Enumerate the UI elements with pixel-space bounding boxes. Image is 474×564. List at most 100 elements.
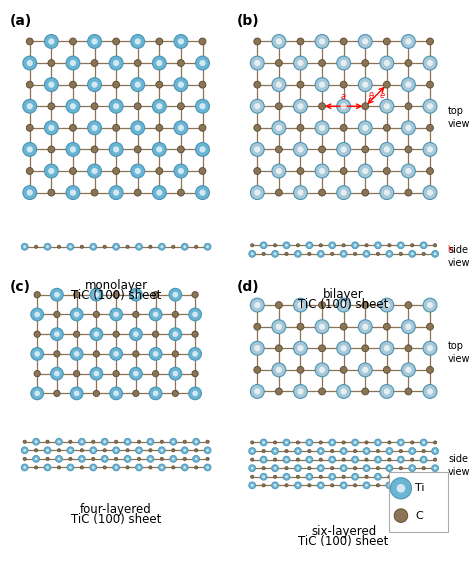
Circle shape bbox=[340, 125, 347, 131]
Circle shape bbox=[126, 440, 129, 443]
Circle shape bbox=[91, 189, 98, 196]
Circle shape bbox=[319, 467, 322, 470]
Circle shape bbox=[115, 440, 118, 443]
Circle shape bbox=[308, 441, 311, 444]
Circle shape bbox=[161, 245, 163, 248]
Circle shape bbox=[192, 292, 198, 298]
Circle shape bbox=[70, 347, 83, 360]
Text: four-layered: four-layered bbox=[80, 503, 152, 516]
Circle shape bbox=[296, 244, 300, 247]
Circle shape bbox=[358, 121, 372, 135]
Circle shape bbox=[153, 331, 159, 337]
Circle shape bbox=[262, 475, 265, 478]
Circle shape bbox=[293, 341, 307, 355]
Circle shape bbox=[262, 466, 265, 470]
Text: TiC (100) sheet: TiC (100) sheet bbox=[71, 289, 161, 302]
Circle shape bbox=[340, 250, 347, 257]
Circle shape bbox=[405, 168, 411, 174]
Circle shape bbox=[34, 371, 40, 377]
Circle shape bbox=[183, 440, 186, 443]
Circle shape bbox=[434, 467, 437, 470]
Circle shape bbox=[401, 121, 415, 135]
Circle shape bbox=[250, 298, 264, 312]
Circle shape bbox=[383, 367, 390, 373]
Circle shape bbox=[199, 38, 206, 45]
Circle shape bbox=[384, 146, 390, 152]
Circle shape bbox=[380, 56, 394, 70]
Circle shape bbox=[315, 164, 329, 178]
Circle shape bbox=[296, 458, 300, 461]
Circle shape bbox=[405, 324, 411, 330]
Circle shape bbox=[354, 441, 356, 444]
Circle shape bbox=[254, 323, 261, 330]
Circle shape bbox=[399, 450, 402, 453]
Circle shape bbox=[422, 466, 425, 470]
Circle shape bbox=[276, 367, 282, 373]
Circle shape bbox=[432, 482, 438, 489]
Circle shape bbox=[27, 103, 33, 109]
Circle shape bbox=[66, 56, 80, 70]
Circle shape bbox=[156, 168, 163, 174]
Circle shape bbox=[352, 439, 358, 446]
Circle shape bbox=[422, 484, 425, 487]
Text: Ti: Ti bbox=[415, 483, 425, 494]
Circle shape bbox=[297, 125, 304, 131]
Text: six-layered: six-layered bbox=[311, 525, 376, 537]
Circle shape bbox=[115, 466, 118, 469]
Circle shape bbox=[342, 244, 345, 247]
Circle shape bbox=[26, 168, 33, 174]
Circle shape bbox=[427, 345, 433, 351]
Circle shape bbox=[250, 341, 264, 355]
Circle shape bbox=[172, 457, 174, 460]
Circle shape bbox=[380, 143, 394, 156]
Text: h: h bbox=[447, 245, 453, 254]
Circle shape bbox=[27, 146, 33, 152]
Circle shape bbox=[126, 449, 129, 452]
Circle shape bbox=[23, 143, 36, 156]
Circle shape bbox=[308, 252, 311, 255]
Circle shape bbox=[362, 38, 368, 45]
Circle shape bbox=[376, 252, 380, 255]
Circle shape bbox=[48, 125, 55, 131]
Circle shape bbox=[365, 441, 368, 444]
Circle shape bbox=[362, 367, 368, 373]
Circle shape bbox=[91, 125, 98, 131]
Circle shape bbox=[46, 457, 49, 460]
Circle shape bbox=[21, 243, 28, 250]
Circle shape bbox=[172, 449, 175, 452]
Circle shape bbox=[109, 56, 123, 70]
Circle shape bbox=[362, 302, 369, 309]
Circle shape bbox=[172, 351, 179, 357]
Text: C: C bbox=[415, 510, 423, 521]
Circle shape bbox=[51, 288, 63, 301]
Circle shape bbox=[276, 168, 282, 174]
Circle shape bbox=[331, 466, 334, 470]
Circle shape bbox=[409, 465, 416, 472]
Circle shape bbox=[45, 78, 58, 91]
Circle shape bbox=[354, 458, 356, 461]
Circle shape bbox=[411, 467, 414, 470]
Text: TiC (100) sheet: TiC (100) sheet bbox=[299, 298, 389, 311]
Circle shape bbox=[308, 466, 311, 470]
Circle shape bbox=[397, 456, 404, 463]
Circle shape bbox=[423, 143, 437, 156]
Circle shape bbox=[196, 99, 210, 113]
Circle shape bbox=[260, 473, 267, 480]
Circle shape bbox=[386, 482, 393, 489]
Circle shape bbox=[92, 245, 95, 248]
Circle shape bbox=[158, 243, 165, 250]
Circle shape bbox=[194, 466, 198, 469]
Circle shape bbox=[254, 168, 261, 174]
Circle shape bbox=[156, 125, 163, 131]
Circle shape bbox=[169, 288, 182, 301]
Circle shape bbox=[285, 252, 288, 255]
Circle shape bbox=[135, 38, 141, 45]
Circle shape bbox=[285, 475, 288, 478]
Circle shape bbox=[297, 253, 299, 255]
Circle shape bbox=[358, 78, 372, 91]
Circle shape bbox=[352, 242, 358, 249]
Circle shape bbox=[113, 146, 119, 152]
Circle shape bbox=[113, 243, 119, 250]
Circle shape bbox=[178, 38, 184, 45]
Circle shape bbox=[133, 292, 139, 298]
